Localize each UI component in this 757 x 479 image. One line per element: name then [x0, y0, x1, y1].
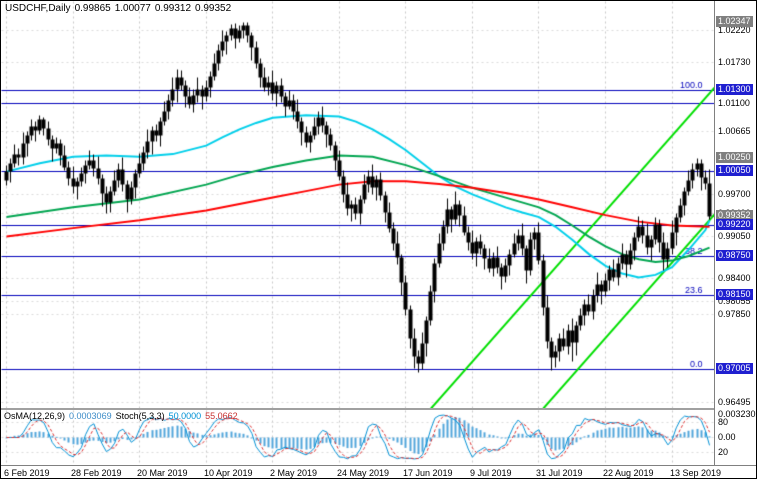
time-axis-label: 31 Jul 2019: [536, 468, 583, 478]
time-axis[interactable]: 6 Feb 2019 28 Feb 2019 20 Mar 2019 10 Apr 2…: [1, 465, 756, 478]
price-axis-label: 0.96495: [718, 397, 751, 407]
pane-divider[interactable]: [1, 408, 756, 410]
indicator-axis-label: 0.0032302: [718, 409, 757, 419]
osma-value: 0.0003069: [69, 411, 112, 421]
price-badge-blue: 1.01300: [716, 84, 753, 95]
high-value: 1.00077: [114, 3, 151, 14]
price-axis-label: 1.00665: [718, 126, 751, 136]
price-chart-canvas[interactable]: [1, 1, 714, 408]
price-badge-blue: 0.97005: [716, 363, 753, 374]
open-value: 0.99865: [74, 3, 111, 14]
price-badge-gray: 1.00250: [716, 152, 753, 163]
time-axis-label: 2 May 2019: [270, 468, 318, 478]
indicator-pane-canvas[interactable]: [1, 410, 714, 465]
indicator-axis-label: 0.00: [718, 432, 736, 442]
price-badge-blue: 0.99220: [716, 219, 753, 230]
stoch-signal-value: 55.0662: [205, 411, 238, 421]
stoch-main-value: 50.0000: [168, 411, 202, 421]
time-axis-label: 24 May 2019: [337, 468, 390, 478]
price-badge-blue: 0.98750: [716, 250, 753, 261]
price-badge-blue: 1.00050: [716, 165, 753, 176]
price-axis[interactable]: 1.022201.017301.011001.006650.997000.994…: [714, 1, 757, 465]
indicator-axis-label: 80: [718, 417, 729, 427]
time-axis-label: 28 Feb 2019: [71, 468, 122, 478]
time-axis-label: 22 Aug 2019: [603, 468, 654, 478]
price-badge-blue: 0.98150: [716, 289, 753, 300]
price-axis-label: 1.01100: [718, 98, 750, 108]
price-axis-label: 0.98400: [718, 273, 751, 283]
time-axis-label: 20 Mar 2019: [137, 468, 188, 478]
symbol-ohlc-info: USDCHF,Daily 0.99865 1.00077 0.99312 0.99352: [5, 3, 235, 14]
symbol-label: USDCHF,Daily: [5, 3, 71, 14]
price-badge-gray: 1.02347: [716, 16, 753, 27]
close-value: 0.99352: [195, 3, 232, 14]
time-axis-label: 6 Feb 2019: [4, 468, 50, 478]
price-axis-label: 0.99700: [718, 189, 751, 199]
price-axis-label: 0.99050: [718, 231, 751, 241]
indicator-info: OsMA(12,26,9) 0.0003069 Stoch(5,3,3) 50.000…: [4, 411, 242, 421]
price-axis-label: 1.01730: [718, 57, 751, 67]
indicator-axis-label: 20: [718, 447, 729, 457]
time-axis-label: 17 Jun 2019: [403, 468, 453, 478]
time-axis-label: 9 Jul 2019: [470, 468, 512, 478]
time-axis-label: 13 Sep 2019: [670, 468, 722, 478]
stoch-label: Stoch(5,3,3): [115, 411, 165, 421]
low-value: 0.99312: [154, 3, 192, 14]
price-badge-gray: 0.99352: [716, 210, 753, 221]
time-axis-label: 10 Apr 2019: [204, 468, 253, 478]
price-axis-label: 1.02220: [718, 25, 751, 35]
osma-label: OsMA(12,26,9): [4, 411, 66, 421]
price-axis-label: 0.98055: [718, 296, 751, 306]
price-axis-label: 0.97850: [718, 309, 751, 319]
